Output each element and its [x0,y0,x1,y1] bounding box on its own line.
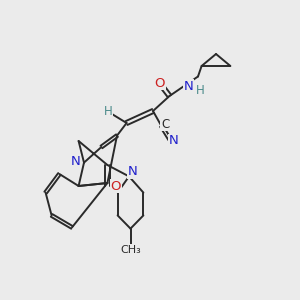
Text: O: O [110,179,121,193]
Text: H: H [103,105,112,118]
Text: C: C [161,118,169,131]
Text: H: H [196,84,205,97]
Text: CH₃: CH₃ [120,244,141,255]
Text: N: N [71,154,80,168]
Text: N: N [169,134,179,147]
Text: N: N [184,80,193,93]
Text: O: O [154,76,165,90]
Text: N: N [128,165,137,178]
